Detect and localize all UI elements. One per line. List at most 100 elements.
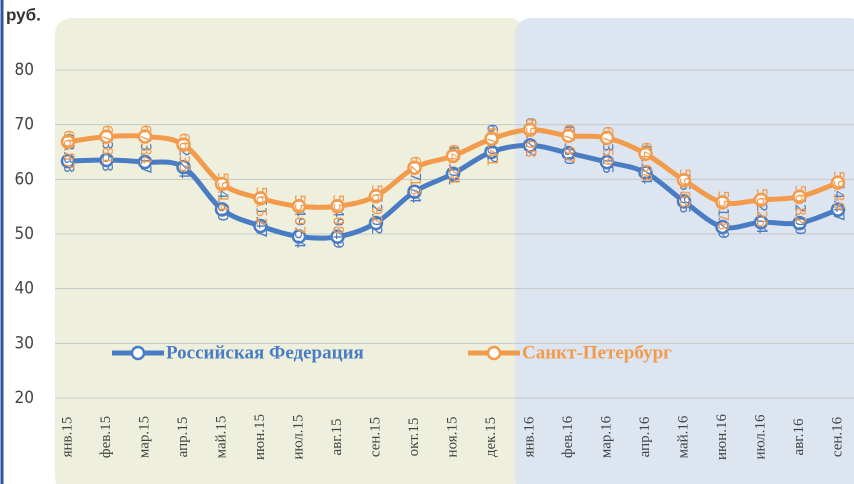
point xyxy=(99,129,114,144)
data-label: 56.52 xyxy=(253,186,269,226)
point xyxy=(676,173,692,188)
data-label: 67.84 xyxy=(137,124,153,164)
x-tick-label: янв.15 xyxy=(59,417,75,458)
point xyxy=(715,219,730,235)
data-label: 49.54 xyxy=(291,208,307,248)
x-tick-label: фев.16 xyxy=(560,415,576,458)
data-label: 63.15 xyxy=(599,134,615,174)
data-label: 51.47 xyxy=(253,198,269,238)
x-tick-label: фев.15 xyxy=(98,416,114,458)
point xyxy=(561,145,576,161)
data-label: 67.59 xyxy=(599,126,615,166)
point xyxy=(638,146,653,161)
data-label: 56.82 xyxy=(792,185,808,225)
x-tick-label: янв.16 xyxy=(521,416,537,457)
data-label: 67.41 xyxy=(484,127,500,167)
point xyxy=(60,153,76,169)
data-label: 64.68 xyxy=(638,142,654,182)
point xyxy=(214,202,230,217)
data-label: 55.08 xyxy=(330,194,346,234)
y-tick-label: 80 xyxy=(15,60,34,80)
point xyxy=(291,199,307,214)
x-tick-label: авг.15 xyxy=(329,419,345,456)
data-label: 67.81 xyxy=(99,125,115,165)
x-tick-label: мар.16 xyxy=(598,415,614,458)
point xyxy=(638,165,653,180)
x-tick-label: май.16 xyxy=(675,415,691,458)
point xyxy=(830,175,846,190)
x-tick-label: дек.15 xyxy=(483,417,499,457)
data-label: 69.08 xyxy=(522,118,538,158)
point xyxy=(330,229,345,245)
legend-label: Российская Федерация xyxy=(166,342,364,363)
data-label: 66.87 xyxy=(60,130,76,170)
point xyxy=(60,134,76,150)
data-label: 63.17 xyxy=(137,134,153,174)
data-label: 62.13 xyxy=(407,156,423,196)
point xyxy=(330,198,345,214)
point xyxy=(753,215,769,230)
y-tick-label: 40 xyxy=(15,279,34,299)
data-label: 54.50 xyxy=(214,181,230,221)
data-label: 59.39 xyxy=(830,171,846,211)
data-label: 67.97 xyxy=(561,124,577,164)
point xyxy=(407,160,422,175)
x-tick-label: июн.15 xyxy=(252,414,268,460)
point xyxy=(599,130,615,146)
y-tick-label: 30 xyxy=(15,333,34,353)
y-axis-label: руб. xyxy=(6,5,41,24)
x-tick-label: ноя.15 xyxy=(444,417,460,458)
data-label: 59.83 xyxy=(676,168,692,208)
point xyxy=(291,229,307,244)
x-tick-label: авг.16 xyxy=(791,418,807,455)
point xyxy=(676,194,692,209)
x-tick-label: сен.15 xyxy=(367,417,383,457)
point xyxy=(445,166,461,182)
point xyxy=(792,215,807,231)
x-tick-label: апр.15 xyxy=(175,417,191,458)
x-tick-label: июл.15 xyxy=(290,414,306,459)
x-tick-label: апр.16 xyxy=(637,416,653,457)
y-tick-label: 50 xyxy=(15,224,34,244)
point xyxy=(522,122,538,137)
data-label: 56.25 xyxy=(753,188,769,228)
x-tick-label: июн.16 xyxy=(714,413,730,460)
data-label: 59.14 xyxy=(214,172,230,212)
point xyxy=(830,202,846,217)
x-tick-label: окт.15 xyxy=(406,418,422,457)
y-tick-label: 60 xyxy=(15,169,34,189)
point xyxy=(484,131,499,147)
point xyxy=(137,154,153,170)
point xyxy=(368,188,384,204)
legend-label: Санкт-Петербург xyxy=(522,342,672,363)
point xyxy=(176,159,191,175)
data-label: 64.28 xyxy=(445,144,461,184)
point xyxy=(561,128,576,144)
data-label: 52.02 xyxy=(368,195,384,235)
x-tick-label: май.15 xyxy=(213,416,229,459)
y-tick-label: 70 xyxy=(15,115,34,135)
data-label: 54.47 xyxy=(830,181,846,221)
data-label: 52.00 xyxy=(792,195,808,235)
data-label: 55.07 xyxy=(291,194,307,234)
point xyxy=(445,148,461,164)
point xyxy=(407,184,422,199)
point xyxy=(176,137,191,152)
data-label: 49.49 xyxy=(330,209,346,249)
point xyxy=(253,191,268,206)
legend-marker xyxy=(486,345,502,361)
panel-2016 xyxy=(515,18,854,484)
point xyxy=(599,154,615,170)
x-tick-label: сен.16 xyxy=(829,416,845,457)
point xyxy=(522,138,538,153)
legend-marker xyxy=(130,345,146,361)
point xyxy=(214,176,230,192)
x-tick-label: мар.15 xyxy=(136,416,152,458)
y-tick-label: 20 xyxy=(15,388,34,408)
data-label: 51.29 xyxy=(715,199,731,239)
point xyxy=(715,195,730,210)
data-label: 66.35 xyxy=(176,133,192,173)
point xyxy=(99,152,114,168)
point xyxy=(368,215,384,231)
